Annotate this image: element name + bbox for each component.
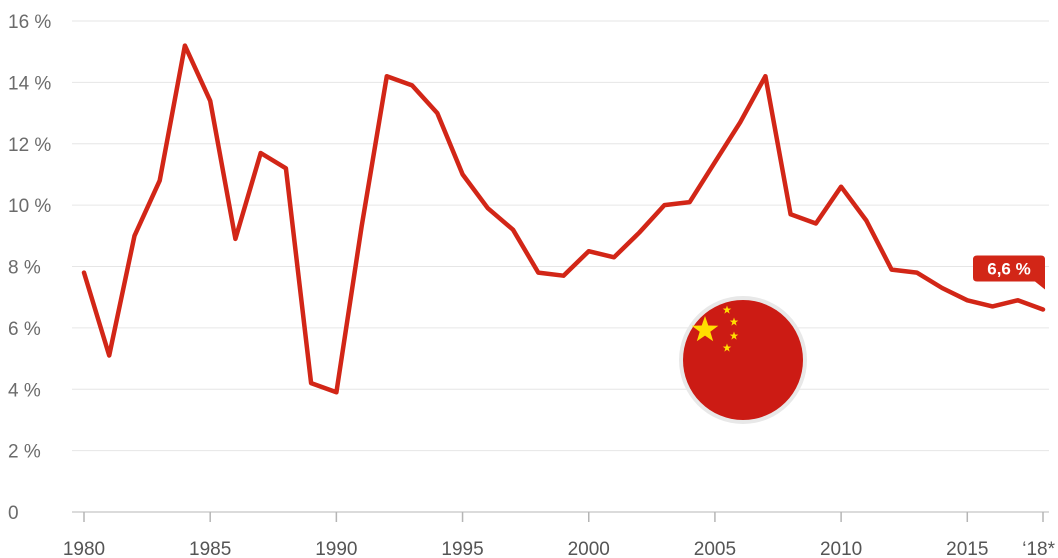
y-tick-label: 8 %	[8, 258, 41, 279]
y-tick-label: 0	[8, 503, 19, 524]
flag-large-star-icon	[691, 316, 719, 342]
y-tick-label: 10 %	[8, 196, 51, 217]
flag-small-stars-icon	[722, 305, 739, 352]
y-tick-label: 12 %	[8, 135, 51, 156]
y-tick-label: 16 %	[8, 12, 51, 33]
x-tick-label: 2000	[568, 539, 610, 558]
x-tick-label: 2015	[946, 539, 988, 558]
value-callout: 6,6 %	[973, 255, 1045, 290]
x-tick-label: ‘18*	[1022, 539, 1055, 558]
grid-lines	[72, 20, 1049, 452]
x-tick-label: 1985	[189, 539, 231, 558]
y-tick-label: 4 %	[8, 380, 41, 401]
series-line	[81, 43, 1046, 395]
x-tick-label: 1990	[315, 539, 357, 558]
y-tick-label: 6 %	[8, 319, 41, 340]
y-axis-ticks: 0 2 % 4 % 6 % 8 % 10 % 12 % 14 % 16 %	[8, 12, 51, 524]
x-tick-label: 2005	[694, 539, 736, 558]
y-tick-label: 14 %	[8, 73, 51, 94]
callout-label: 6,6 %	[987, 259, 1030, 278]
x-axis: 1980 1985 1990 1995 2000 2005 2010 2015 ‘18*	[63, 511, 1056, 558]
series-layer	[81, 43, 1046, 395]
x-tick-label: 2010	[820, 539, 862, 558]
flag-field	[683, 300, 803, 420]
x-tick-label: 1995	[441, 539, 483, 558]
callout-box	[973, 255, 1045, 290]
x-tick-label: 1980	[63, 539, 105, 558]
china-flag-icon	[679, 296, 807, 424]
y-tick-label: 2 %	[8, 442, 41, 463]
